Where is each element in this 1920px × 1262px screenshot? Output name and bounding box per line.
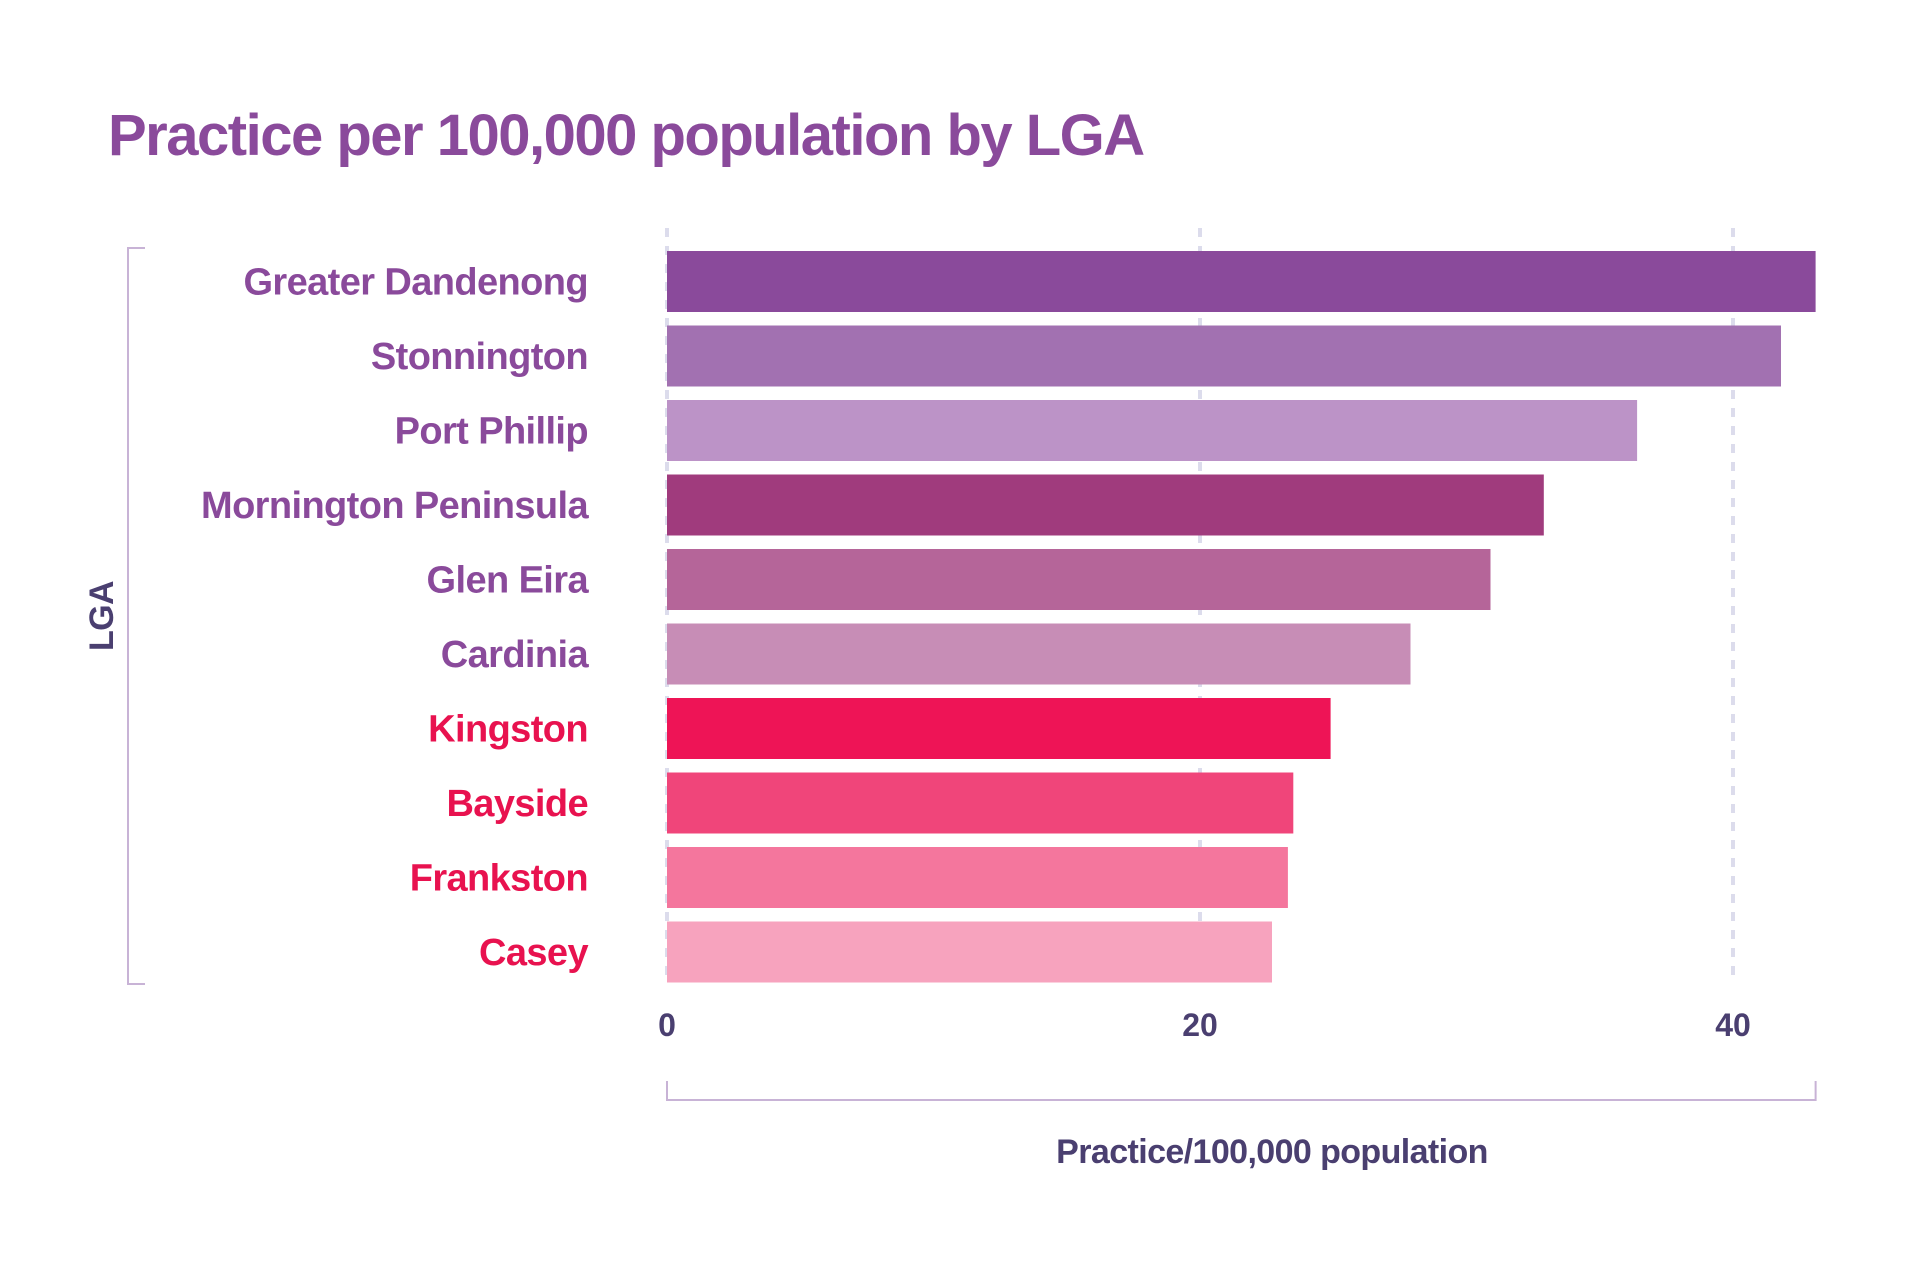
chart-title: Practice per 100,000 population by LGA: [108, 103, 1144, 168]
bar-casey: [667, 921, 1272, 983]
bar-kingston: [667, 698, 1331, 759]
category-labels: Greater Dandenong Stonnington Port Phillip…: [201, 262, 590, 975]
category-label-cardinia: Cardinia: [441, 634, 590, 676]
category-label-bayside: Bayside: [446, 783, 588, 825]
x-axis-bracket: [666, 1081, 1817, 1101]
bar-port-phillip: [667, 400, 1638, 461]
y-axis-bracket: [127, 247, 145, 985]
category-label-glen-eira: Glen Eira: [427, 560, 590, 602]
bar-frankston: [667, 847, 1288, 908]
y-axis-title: LGA: [83, 581, 121, 651]
category-label-mornington-peninsula: Mornington Peninsula: [201, 485, 589, 527]
category-label-stonnington: Stonnington: [371, 336, 588, 378]
category-label-port-phillip: Port Phillip: [395, 411, 588, 453]
bar-glen-eira: [667, 549, 1491, 610]
x-tick-labels: 0 20 40: [658, 1007, 1751, 1043]
x-tick-label-40: 40: [1715, 1007, 1751, 1043]
bars: [667, 251, 1816, 983]
category-label-greater-dandenong: Greater Dandenong: [243, 262, 588, 304]
bar-greater-dandenong: [667, 251, 1816, 312]
category-label-frankston: Frankston: [410, 858, 588, 900]
x-tick-label-20: 20: [1182, 1007, 1218, 1043]
bar-stonnington: [667, 325, 1781, 387]
x-axis-title: Practice/100,000 population: [1056, 1133, 1488, 1171]
bar-cardinia: [667, 623, 1411, 685]
bar-bayside: [667, 772, 1294, 834]
bar-mornington-peninsula: [667, 474, 1544, 536]
category-label-casey: Casey: [479, 932, 588, 974]
category-label-kingston: Kingston: [428, 709, 588, 751]
x-tick-label-0: 0: [658, 1007, 676, 1043]
